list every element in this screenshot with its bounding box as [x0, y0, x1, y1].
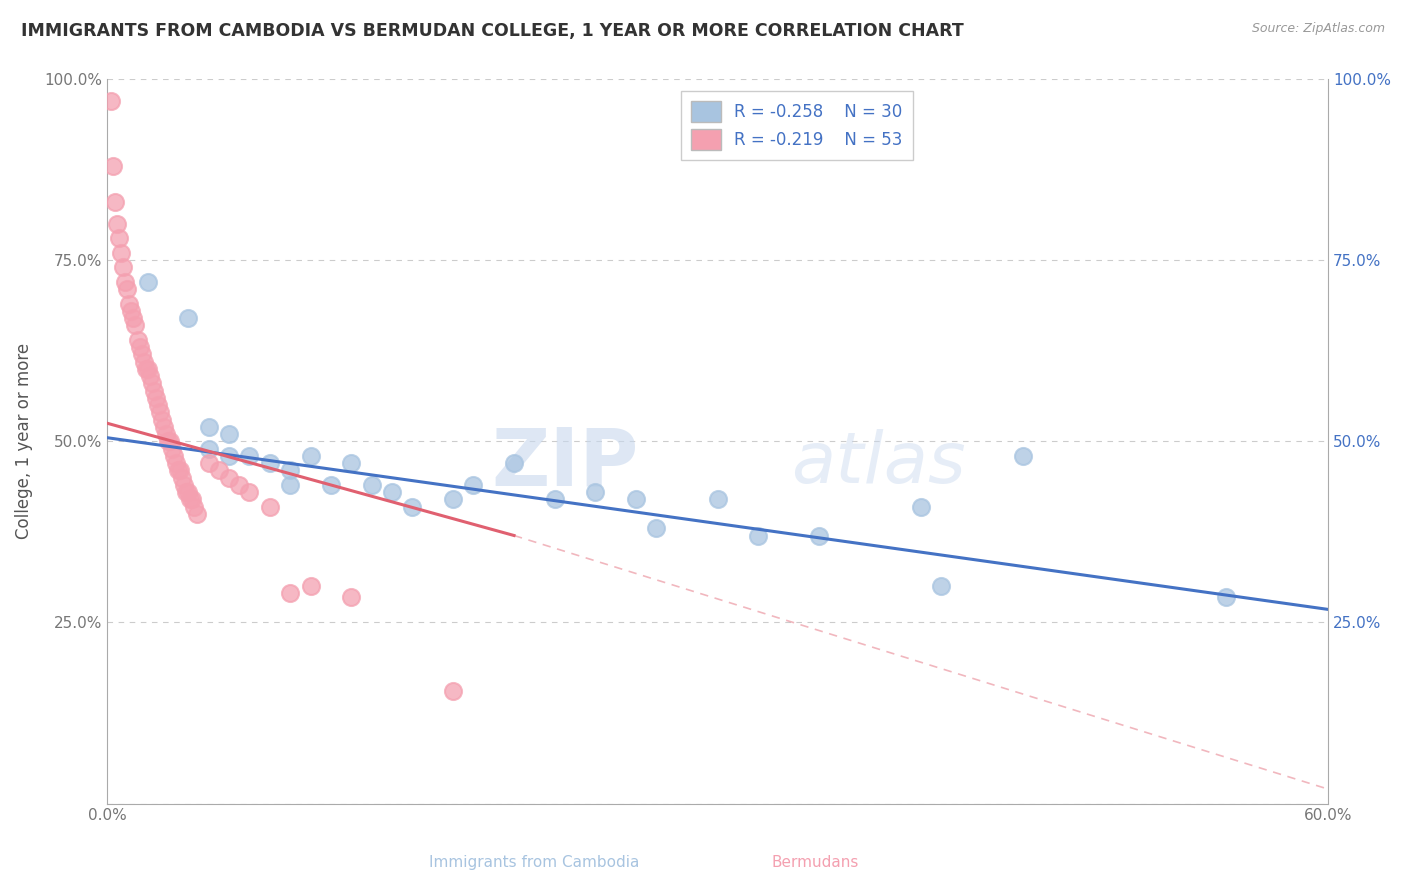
Point: [259, 500, 281, 514]
Point: [238, 449, 260, 463]
Point: [118, 296, 141, 310]
Point: [463, 477, 485, 491]
Point: [167, 463, 190, 477]
Point: [110, 246, 132, 260]
Point: [114, 275, 136, 289]
Point: [108, 231, 131, 245]
Point: [124, 318, 146, 333]
Point: [100, 94, 122, 108]
Point: [747, 528, 769, 542]
Point: [808, 528, 831, 542]
Point: [136, 361, 159, 376]
Point: [186, 507, 208, 521]
Point: [177, 485, 200, 500]
Text: atlas: atlas: [790, 428, 966, 498]
Point: [105, 217, 128, 231]
Point: [299, 579, 322, 593]
Point: [169, 463, 191, 477]
Point: [157, 434, 180, 449]
Point: [142, 384, 165, 398]
Point: [441, 492, 464, 507]
Point: [583, 485, 606, 500]
Point: [1215, 590, 1237, 604]
Point: [360, 477, 382, 491]
Point: [259, 456, 281, 470]
Point: [101, 159, 124, 173]
Point: [706, 492, 728, 507]
Point: [160, 442, 183, 456]
Point: [381, 485, 404, 500]
Point: [218, 427, 240, 442]
Point: [104, 195, 127, 210]
Point: [172, 470, 194, 484]
Point: [146, 398, 169, 412]
Point: [173, 477, 195, 491]
Point: [149, 405, 172, 419]
Point: [131, 347, 153, 361]
Point: [238, 485, 260, 500]
Point: [176, 485, 198, 500]
Point: [128, 340, 150, 354]
Point: [122, 311, 145, 326]
Point: [179, 492, 201, 507]
Y-axis label: College, 1 year or more: College, 1 year or more: [15, 343, 32, 540]
Point: [181, 492, 204, 507]
Text: Bermudans: Bermudans: [772, 855, 859, 870]
Point: [145, 391, 167, 405]
Point: [159, 434, 181, 449]
Point: [127, 333, 149, 347]
Point: [624, 492, 647, 507]
Point: [931, 579, 953, 593]
Point: [165, 456, 187, 470]
Point: [401, 500, 423, 514]
Point: [319, 477, 342, 491]
Text: ZIP: ZIP: [491, 424, 638, 502]
Point: [163, 449, 186, 463]
Point: [218, 470, 240, 484]
Point: [544, 492, 567, 507]
Text: Source: ZipAtlas.com: Source: ZipAtlas.com: [1251, 22, 1385, 36]
Point: [117, 282, 139, 296]
Point: [138, 369, 160, 384]
Point: [218, 449, 240, 463]
Point: [197, 419, 219, 434]
Point: [278, 463, 301, 477]
Point: [177, 311, 200, 326]
Point: [340, 456, 363, 470]
Point: [278, 586, 301, 600]
Point: [503, 456, 526, 470]
Text: IMMIGRANTS FROM CAMBODIA VS BERMUDAN COLLEGE, 1 YEAR OR MORE CORRELATION CHART: IMMIGRANTS FROM CAMBODIA VS BERMUDAN COL…: [21, 22, 965, 40]
Point: [120, 304, 142, 318]
Point: [1011, 449, 1033, 463]
Point: [645, 521, 668, 535]
Point: [155, 427, 177, 442]
Point: [278, 477, 301, 491]
Point: [910, 500, 932, 514]
Text: Immigrants from Cambodia: Immigrants from Cambodia: [429, 855, 640, 870]
Point: [150, 412, 173, 426]
Point: [136, 275, 159, 289]
Point: [228, 477, 250, 491]
Point: [441, 684, 464, 698]
Legend: R = -0.258    N = 30, R = -0.219    N = 53: R = -0.258 N = 30, R = -0.219 N = 53: [681, 91, 912, 161]
Point: [340, 590, 363, 604]
Point: [141, 376, 163, 391]
Point: [299, 449, 322, 463]
Point: [183, 500, 205, 514]
Point: [132, 354, 155, 368]
Point: [208, 463, 231, 477]
Point: [197, 456, 219, 470]
Point: [197, 442, 219, 456]
Point: [135, 361, 157, 376]
Point: [153, 419, 176, 434]
Point: [112, 260, 135, 275]
